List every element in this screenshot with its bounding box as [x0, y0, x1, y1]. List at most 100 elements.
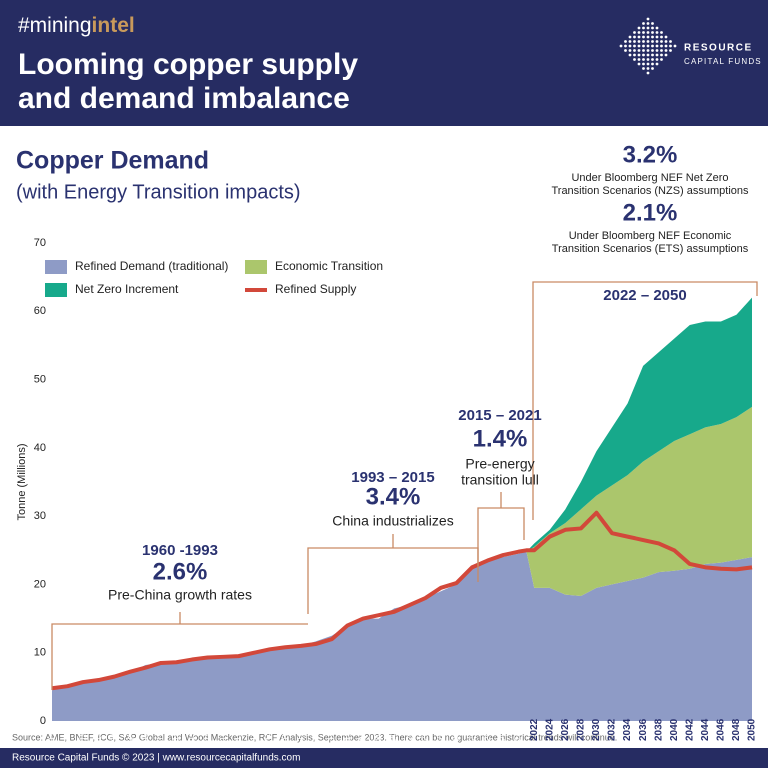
logo-dot [619, 44, 623, 48]
legend-swatch [245, 260, 267, 274]
x-tick-label: 1996 [326, 722, 336, 741]
x-tick-label: 2032 [607, 718, 618, 741]
x-tick-label: 2048 [731, 718, 742, 741]
x-tick-label: 1986 [248, 722, 258, 741]
header-band [0, 0, 768, 126]
x-tick-label: 2010 [435, 722, 445, 741]
source-note: Source: AME, BNEF, ICG, S&P Global and W… [12, 732, 617, 742]
logo-dot [628, 49, 632, 52]
x-tick-label: 1966 [93, 722, 103, 741]
x-tick-label: 2008 [420, 722, 430, 741]
logo-dot [637, 35, 641, 39]
logo-dot [637, 53, 641, 57]
logo-dot [669, 44, 672, 48]
legend-swatch [45, 283, 67, 297]
logo-dot [664, 53, 668, 57]
x-tick-label: 1972 [140, 722, 150, 741]
logo-dot [624, 49, 627, 52]
x-tick-label: 2018 [497, 722, 507, 741]
area [526, 297, 752, 552]
logo-dot [633, 44, 636, 48]
logo-dot [655, 53, 659, 57]
logo-dot [628, 53, 632, 57]
x-tick-label: 2013 [451, 722, 461, 741]
logo-dot [655, 35, 659, 39]
annotation: Under Bloomberg NEF Net Zero [571, 172, 728, 184]
logo-dot [660, 44, 663, 48]
rate: 1.4% [473, 425, 528, 452]
logo-dot [646, 26, 650, 30]
logo-dot [646, 71, 650, 75]
logo-dot [651, 53, 654, 57]
logo-dot [633, 40, 636, 43]
x-tick-label: 1974 [155, 722, 165, 741]
logo-dot [660, 58, 663, 61]
x-tick-label: 1998 [342, 722, 352, 741]
y-tick-label: 10 [34, 647, 46, 659]
x-tick-label: 2016 [482, 722, 492, 741]
x-tick-label: 2002 [373, 722, 383, 741]
footer-text: Resource Capital Funds © 2023 | www.reso… [12, 753, 300, 764]
period: 1993 – 2015 [351, 469, 434, 486]
plot [51, 297, 753, 721]
logo-dot [664, 35, 668, 39]
y-tick-label: 50 [34, 373, 46, 385]
logo-dot [664, 40, 668, 43]
hashtag-suffix: intel [92, 14, 135, 37]
x-tick-label: 2046 [716, 718, 727, 741]
x-tick-label: 2022 [529, 718, 540, 741]
x-tick-label: 1968 [108, 722, 118, 741]
annotation: Transition Scenarios (ETS) assumptions [552, 243, 749, 255]
y-tick-label: 0 [40, 715, 46, 727]
logo-dot [637, 40, 641, 43]
logo-dot [642, 26, 645, 30]
x-tick-label: 1962 [62, 722, 72, 741]
logo-dot [637, 26, 641, 30]
logo-dot [655, 62, 659, 66]
bracket [532, 281, 758, 520]
logo-mark [619, 17, 677, 75]
x-tick-label: 2040 [669, 718, 680, 741]
logo-dot [637, 49, 641, 52]
logo-dot [642, 40, 645, 43]
y-tick-label: 60 [34, 305, 46, 317]
logo-dot [651, 58, 654, 61]
logo-dot [646, 31, 650, 34]
logo-dot [633, 31, 636, 34]
logo-dot [651, 35, 654, 39]
bracket [477, 492, 525, 566]
logo-dot [633, 35, 636, 39]
legend-swatch [45, 260, 67, 274]
y-axis-label: Tonne (Millions) [16, 443, 28, 520]
logo-dot [642, 67, 645, 70]
y-tick-label: 20 [34, 578, 46, 590]
x-tick-label: 1992 [295, 722, 305, 741]
logo-dot [651, 40, 654, 43]
area [52, 551, 752, 721]
period: 1960 -1993 [142, 542, 218, 559]
logo-dot [637, 31, 641, 34]
x-tick-label: 2042 [684, 718, 695, 741]
logo-dot [642, 62, 645, 66]
chart-title: Copper Demand [16, 147, 209, 175]
x-tick-label: 2034 [622, 718, 633, 741]
logo-dot [651, 49, 654, 52]
logo-dot [642, 31, 645, 34]
y-tick-label: 70 [34, 237, 46, 249]
logo-dot [642, 22, 645, 25]
x-tick-label: 1994 [311, 722, 321, 741]
logo-dot [628, 40, 632, 43]
annotation: Pre-energy [465, 456, 534, 472]
logo-dot [646, 53, 650, 57]
logo-dot [651, 22, 654, 25]
logo-dot [660, 40, 663, 43]
logo-text: CAPITAL FUNDS [684, 57, 762, 66]
logo-dot [646, 58, 650, 61]
x-tick-label: 1978 [186, 722, 196, 741]
logo-dot [655, 58, 659, 61]
y-tick-label: 40 [34, 442, 46, 454]
logo-dot [660, 35, 663, 39]
period: 2022 – 2050 [603, 287, 686, 304]
